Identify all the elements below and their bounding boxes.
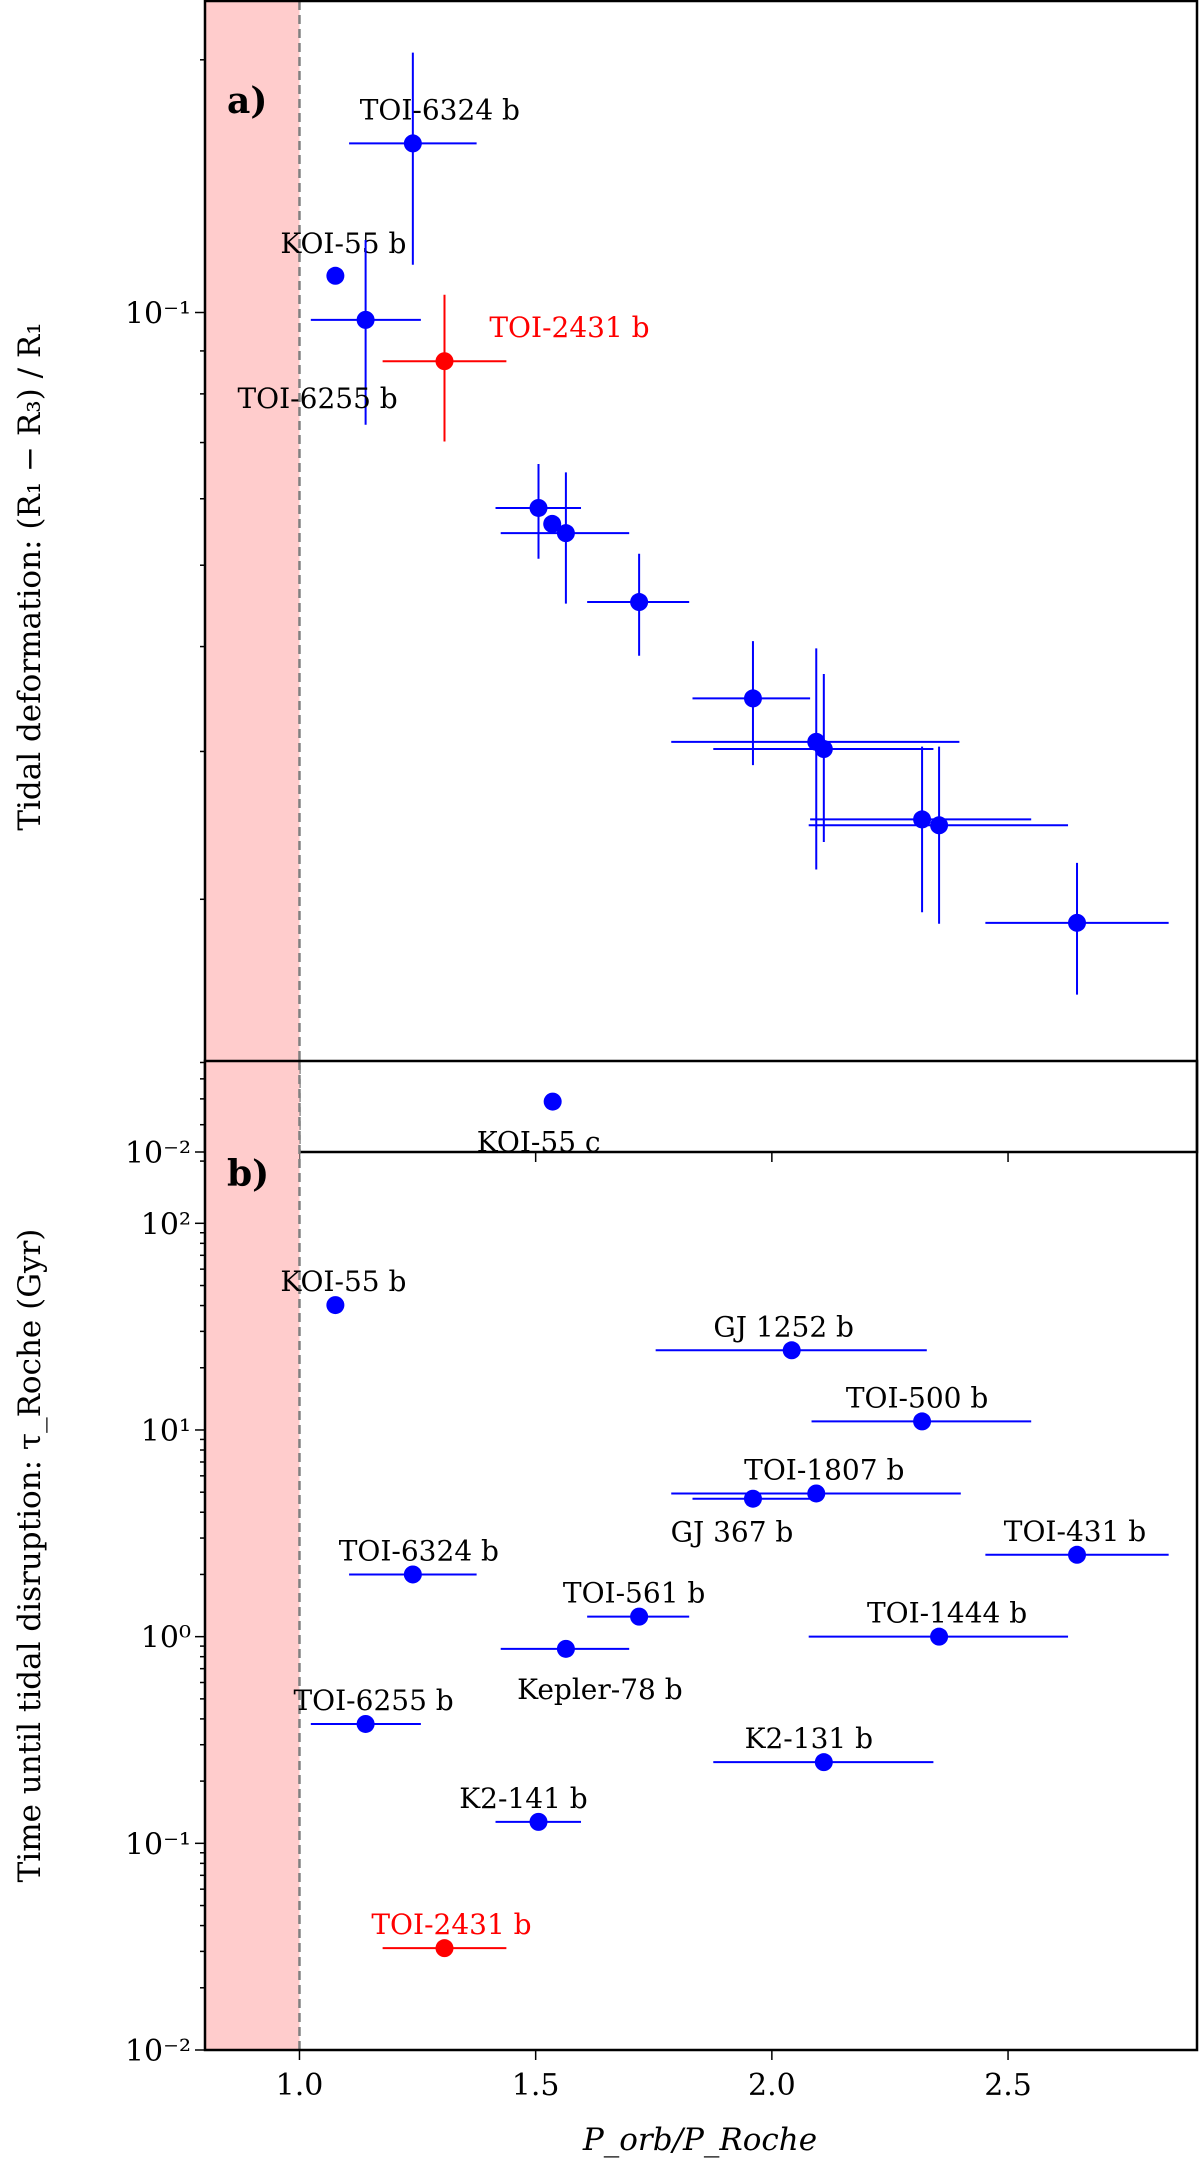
- data-point-group: [543, 514, 562, 533]
- y-axis-label: Tidal deformation: (R₁ − R₃) / R₁: [12, 322, 48, 830]
- data-point-group: TOI-431 b: [985, 1515, 1169, 1564]
- data-point-group: K2-141 b: [459, 1782, 588, 1831]
- point-label: TOI-2431 b: [489, 311, 649, 344]
- data-point: [930, 1627, 949, 1646]
- data-point-group: GJ 367 b: [671, 1489, 811, 1549]
- x-tick-label: 1.5: [512, 2068, 560, 2103]
- data-point-group: TOI-6324 b: [339, 1534, 499, 1584]
- data-point: [403, 134, 422, 153]
- plot-frame: [203, 0, 1199, 1154]
- data-point: [913, 1412, 932, 1431]
- data-point-group: TOI-2431 b: [382, 294, 650, 442]
- data-point: [630, 1607, 649, 1626]
- data-point: [543, 1092, 562, 1111]
- data-point: [782, 1341, 801, 1360]
- data-point-group: [810, 746, 1032, 913]
- data-point-group: KOI-55 b: [280, 1265, 406, 1315]
- point-label: GJ 1252 b: [713, 1310, 854, 1343]
- point-label: TOI-1444 b: [867, 1597, 1027, 1630]
- data-point: [556, 524, 575, 543]
- data-point: [814, 740, 833, 759]
- point-label: GJ 367 b: [671, 1516, 794, 1549]
- data-point: [1068, 913, 1087, 932]
- data-point: [630, 593, 649, 612]
- data-point-group: [671, 648, 960, 870]
- point-label: TOI-431 b: [1004, 1515, 1146, 1548]
- data-point-group: TOI-1807 b: [671, 1453, 961, 1503]
- point-label: TOI-6255 b: [293, 1684, 453, 1717]
- y-tick-label: 10²: [141, 1207, 191, 1242]
- data-point: [930, 816, 949, 835]
- point-label: TOI-6324 b: [360, 93, 520, 126]
- data-point: [435, 1939, 454, 1958]
- data-point-group: K2-131 b: [713, 1722, 934, 1772]
- data-point: [1068, 1545, 1087, 1564]
- point-label: KOI-55 b: [280, 227, 406, 260]
- data-point-group: TOI-6255 b: [293, 1684, 454, 1733]
- data-point: [435, 352, 454, 371]
- data-point: [913, 810, 932, 829]
- roche-limit-region: [205, 1061, 300, 2050]
- data-point-group: TOI-6255 b: [237, 240, 421, 425]
- data-point-group: GJ 1252 b: [655, 1310, 927, 1360]
- data-point-group: [713, 674, 934, 843]
- data-point-group: [692, 641, 811, 766]
- data-point-group: [500, 472, 630, 604]
- data-point-group: [808, 746, 1069, 924]
- point-label: K2-141 b: [459, 1782, 587, 1815]
- point-label: KOI-55 b: [280, 1265, 406, 1298]
- data-point: [403, 1565, 422, 1584]
- data-point: [529, 498, 548, 517]
- data-point-group: Kepler-78 b: [500, 1639, 683, 1706]
- point-label: TOI-6324 b: [339, 1534, 499, 1567]
- data-point-group: KOI-55 c: [477, 1092, 601, 1159]
- data-point-group: TOI-6324 b: [349, 52, 520, 265]
- data-point: [743, 1489, 762, 1508]
- data-point-group: KOI-55 b: [280, 227, 406, 285]
- point-label: Kepler-78 b: [517, 1673, 682, 1706]
- point-label: KOI-55 c: [477, 1126, 601, 1159]
- data-point-group: [495, 463, 582, 559]
- data-point-group: [587, 553, 690, 656]
- data-point: [743, 689, 762, 708]
- x-tick-label: 2.5: [984, 2068, 1032, 2103]
- x-tick-label: 1.0: [276, 2068, 324, 2103]
- roche-limit-region: [205, 1, 300, 1152]
- x-axis-label: P_orb/P_Roche: [582, 2122, 817, 2158]
- point-label: TOI-2431 b: [371, 1908, 531, 1941]
- panel-a: 10⁻¹ 10⁻² Tidal deformation: (R₁ − R₃) / R…: [12, 0, 1199, 1171]
- data-point-group: TOI-1444 b: [808, 1597, 1069, 1646]
- plot-frame: [203, 1059, 1199, 2052]
- data-point: [556, 1639, 575, 1658]
- data-point-group: TOI-2431 b: [371, 1908, 532, 1958]
- point-label: TOI-500 b: [846, 1381, 988, 1414]
- data-point: [807, 1484, 826, 1503]
- x-tick-label: 2.0: [748, 2068, 796, 2103]
- data-point: [356, 310, 375, 329]
- y-tick-label: 10⁰: [141, 1621, 191, 1656]
- panel-label: b): [227, 1153, 269, 1195]
- data-point-group: [985, 862, 1169, 995]
- data-point: [529, 1812, 548, 1831]
- y-tick-label: 10⁻¹: [125, 1827, 191, 1862]
- data-point: [356, 1714, 375, 1733]
- data-point: [814, 1753, 833, 1772]
- point-label: TOI-6255 b: [237, 382, 397, 415]
- panel-b: 10² 10¹ 10⁰ 10⁻¹ 10⁻² 1.0 1.5 2.0 2.5 Time until …: [12, 1059, 1199, 2103]
- data-point: [326, 266, 345, 285]
- point-label: K2-131 b: [745, 1722, 873, 1755]
- y-axis-label: Time until tidal disruption: τ_Roche (Gy…: [12, 1229, 48, 1883]
- panel-label: a): [227, 80, 267, 122]
- y-tick-label: 10⁻²: [125, 1136, 191, 1171]
- data-point-group: TOI-500 b: [811, 1381, 1032, 1431]
- point-label: TOI-1807 b: [744, 1453, 904, 1486]
- y-tick-label: 10⁻²: [125, 2034, 191, 2069]
- y-tick-label: 10¹: [141, 1414, 191, 1449]
- y-tick-label: 10⁻¹: [125, 297, 191, 332]
- data-point-group: TOI-561 b: [563, 1577, 705, 1626]
- data-point: [543, 514, 562, 533]
- data-point: [326, 1296, 345, 1315]
- point-label: TOI-561 b: [563, 1577, 705, 1610]
